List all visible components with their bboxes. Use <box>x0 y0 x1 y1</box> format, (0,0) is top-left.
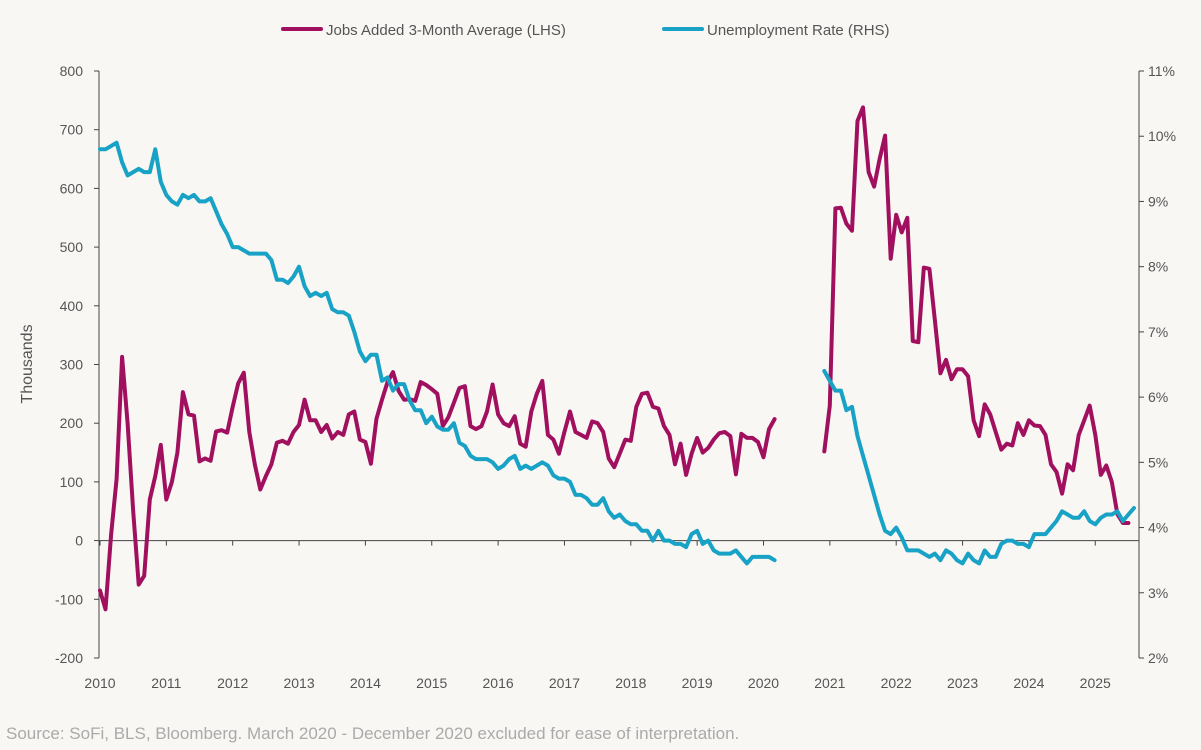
x-tick-label: 2018 <box>615 675 646 691</box>
right-tick-label: 2% <box>1148 650 1168 666</box>
legend: Jobs Added 3-Month Average (LHS) Unemplo… <box>281 22 890 39</box>
right-tick-label: 5% <box>1148 454 1168 470</box>
series-layer <box>98 105 1136 612</box>
left-tick-label: 500 <box>60 239 84 255</box>
x-tick-label: 2021 <box>814 675 845 691</box>
unemployment-rate-line-segment-1 <box>98 140 777 566</box>
legend-label-jobs: Jobs Added 3-Month Average (LHS) <box>326 22 566 39</box>
x-tick-label: 2024 <box>1013 675 1044 691</box>
right-tick-label: 7% <box>1148 324 1168 340</box>
x-tick-label: 2010 <box>84 675 115 691</box>
x-tick-label: 2011 <box>151 675 181 691</box>
jobs-added-line-segment-1 <box>98 354 777 612</box>
x-tick-label: 2025 <box>1080 675 1111 691</box>
left-tick-label: 700 <box>60 122 84 138</box>
left-tick-label: 200 <box>60 415 84 431</box>
x-tick-label: 2020 <box>748 675 779 691</box>
right-tick-label: 3% <box>1148 585 1168 601</box>
x-tick-label: 2016 <box>483 675 514 691</box>
x-tick-label: 2023 <box>947 675 978 691</box>
x-tick-label: 2019 <box>682 675 713 691</box>
right-tick-label: 9% <box>1148 193 1168 209</box>
x-tick-label: 2015 <box>416 675 447 691</box>
legend-label-unemployment: Unemployment Rate (RHS) <box>707 22 890 39</box>
x-tick-label: 2012 <box>217 675 248 691</box>
x-tick-label: 2022 <box>881 675 912 691</box>
x-tick-label: 2017 <box>549 675 580 691</box>
left-tick-label: 0 <box>75 533 83 549</box>
left-tick-label: 800 <box>60 63 84 79</box>
jobs-added-line-segment-2 <box>822 105 1131 525</box>
x-tick-label: 2014 <box>350 675 381 691</box>
left-tick-label: 100 <box>60 474 84 490</box>
axes: -200 -100 0 100 200 300 400 500 600 700 800 2% 3% 4% 5… <box>55 63 1176 691</box>
left-tick-label: -100 <box>55 591 83 607</box>
right-tick-label: 11% <box>1148 63 1175 79</box>
left-tick-label: 300 <box>60 357 84 373</box>
y-axis-title: Thousands <box>19 324 36 403</box>
chart-svg: Jobs Added 3-Month Average (LHS) Unemplo… <box>19 22 1176 691</box>
right-tick-label: 4% <box>1148 520 1168 536</box>
unemployment-rate-line-segment-2 <box>822 369 1136 566</box>
source-note: Source: SoFi, BLS, Bloomberg. March 2020… <box>6 724 740 743</box>
left-tick-label: 600 <box>60 180 84 196</box>
left-tick-label: -200 <box>55 650 83 666</box>
left-tick-label: 400 <box>60 298 84 314</box>
right-tick-label: 10% <box>1148 128 1176 144</box>
x-tick-label: 2013 <box>283 675 314 691</box>
right-tick-label: 6% <box>1148 389 1168 405</box>
right-tick-label: 8% <box>1148 259 1168 275</box>
